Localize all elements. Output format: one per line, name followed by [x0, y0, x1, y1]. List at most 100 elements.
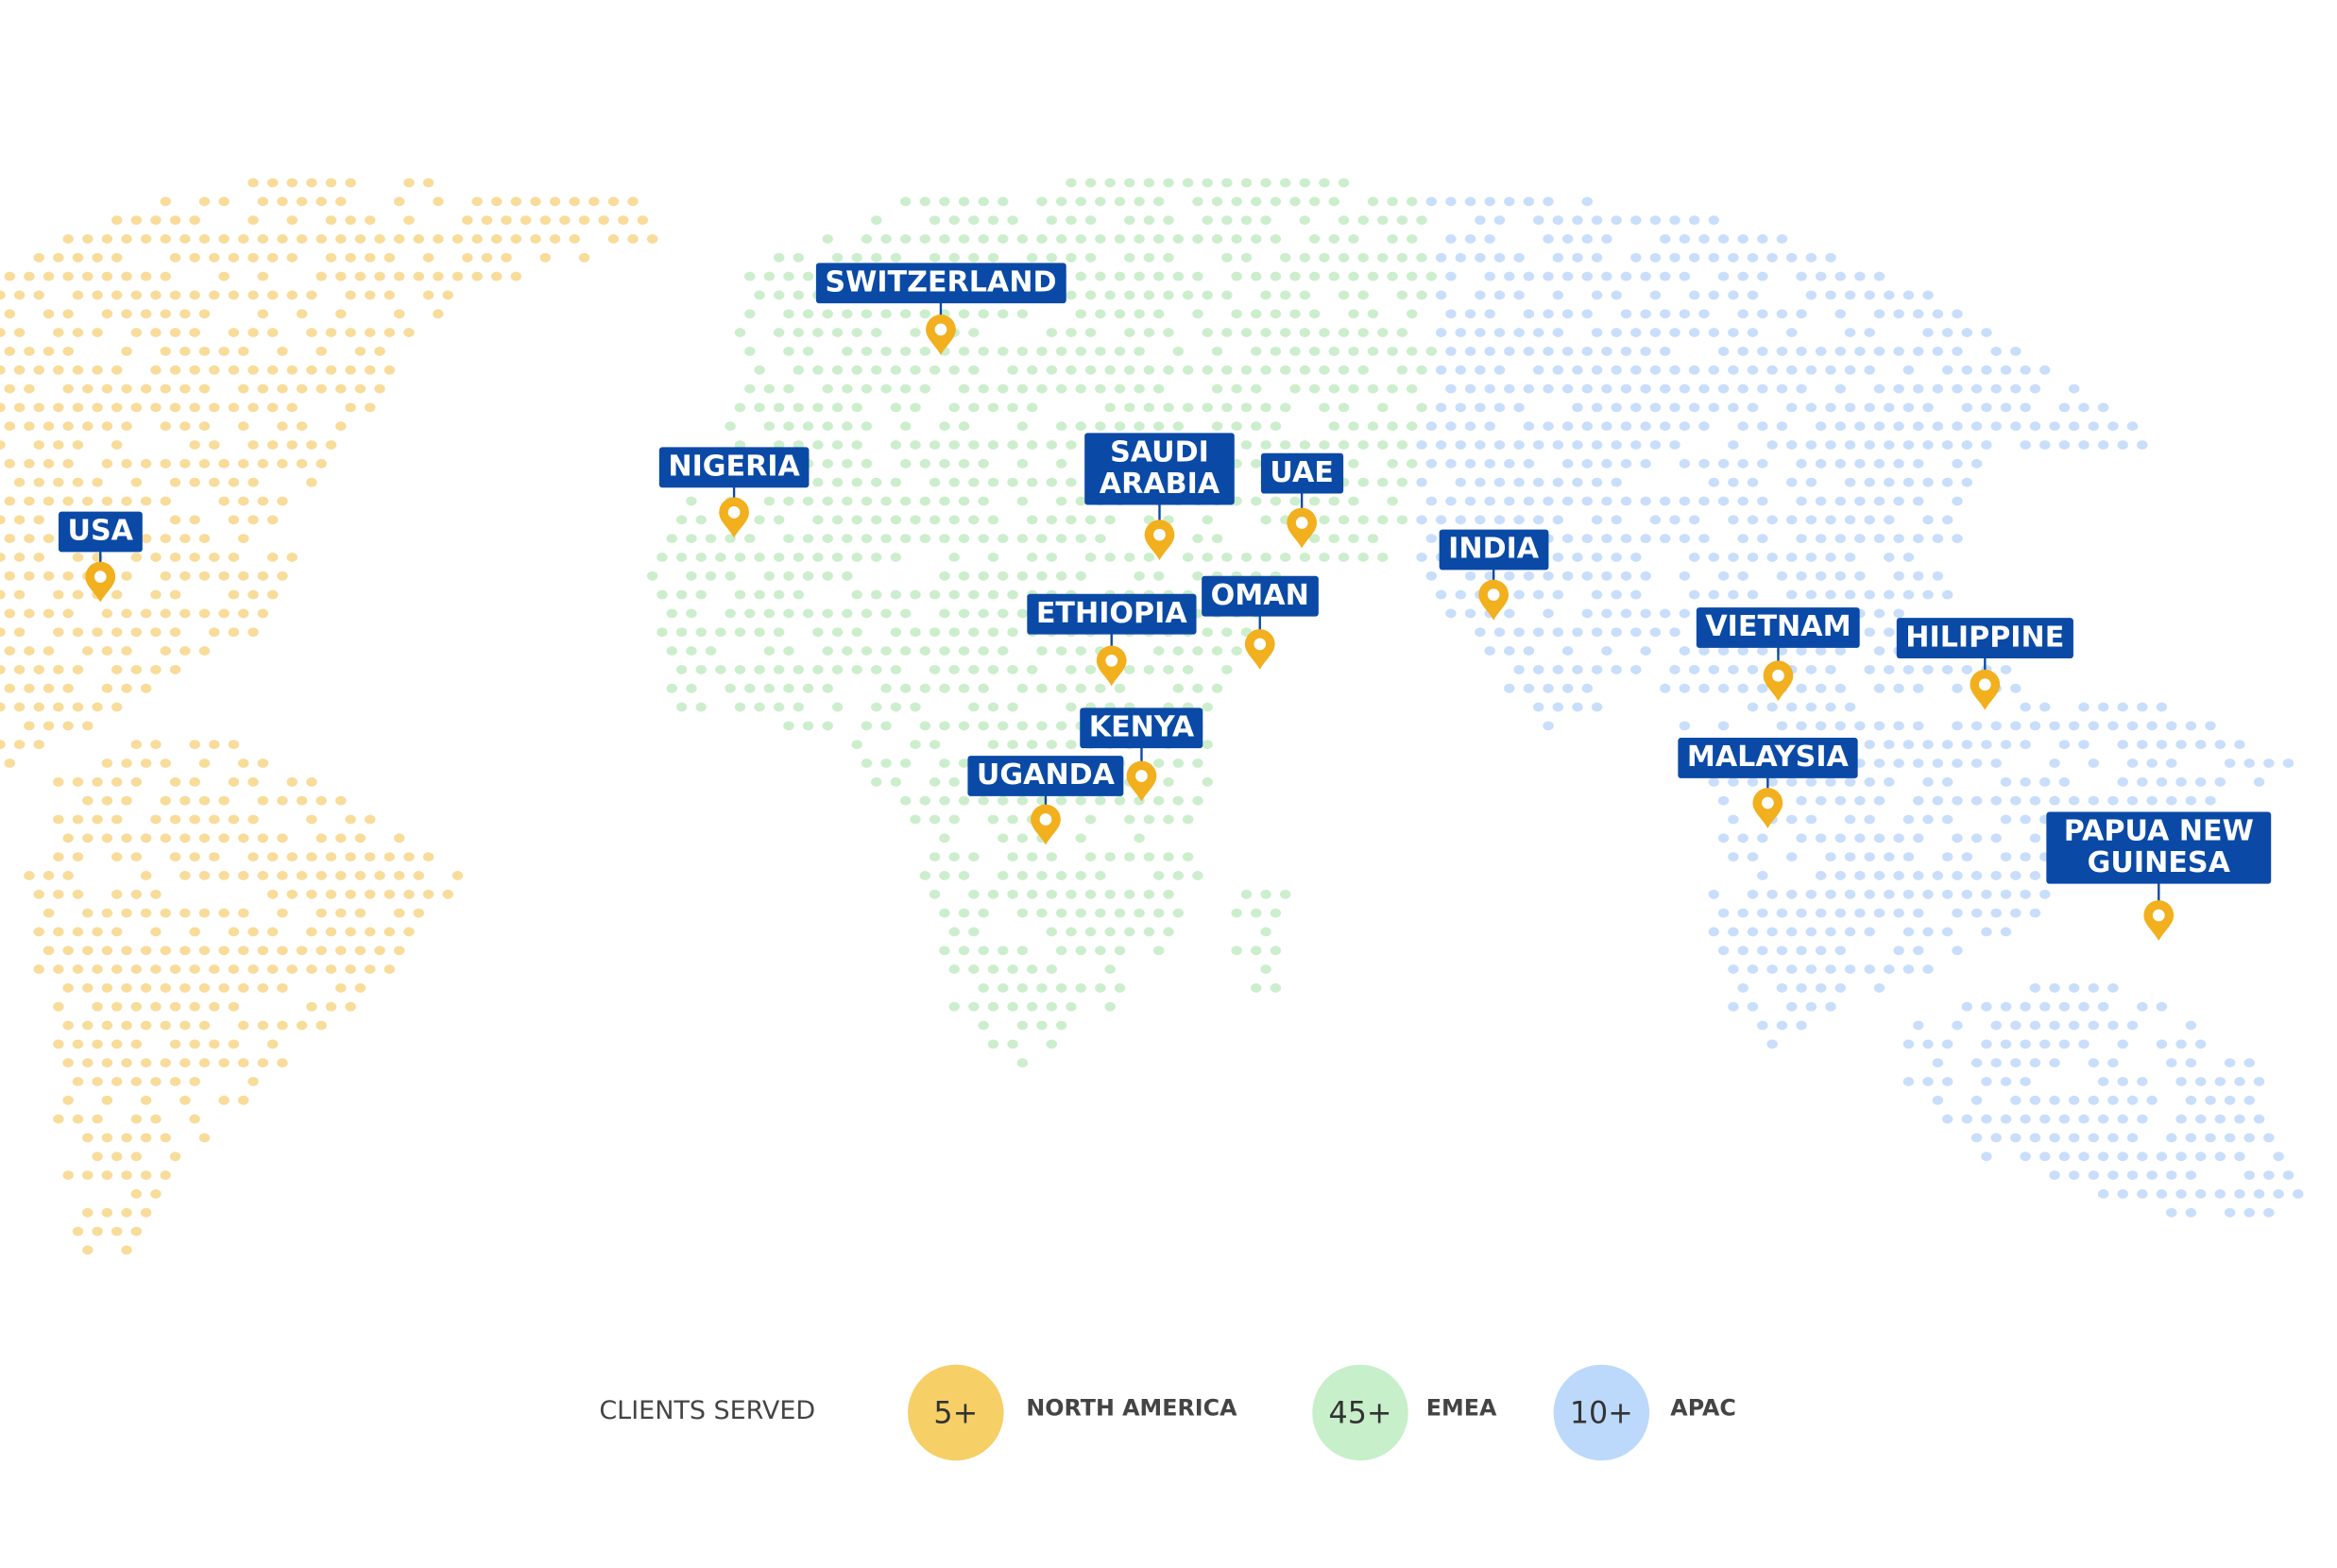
map-dot [2175, 1189, 2187, 1199]
map-dot [812, 664, 824, 674]
map-dot [861, 646, 873, 656]
map-dot [763, 646, 776, 656]
map-dot [2175, 1114, 2187, 1124]
map-dot [2029, 908, 2041, 918]
map-dot [1922, 740, 1934, 750]
map-dot [1961, 477, 1972, 487]
map-dot [209, 440, 220, 450]
map-dot [452, 871, 464, 880]
map-dot [773, 664, 785, 674]
map-dot [1815, 496, 1827, 506]
map-dot [2020, 852, 2031, 862]
map-dot [2156, 1039, 2168, 1049]
map-dot [948, 252, 960, 263]
map-dot [237, 421, 249, 432]
map-dot [82, 234, 94, 244]
map-dot [1192, 758, 1203, 768]
map-dot [1084, 814, 1097, 825]
map-dot [899, 683, 912, 693]
map-dot [1708, 664, 1719, 674]
map-dot [2117, 1077, 2128, 1086]
map-dot [2273, 1151, 2284, 1162]
map-dot [1728, 553, 1739, 562]
map-dot [1805, 927, 1817, 937]
map-dot [1231, 908, 1242, 918]
map-dot [237, 496, 249, 506]
map-dot [365, 290, 376, 300]
map-dot [72, 290, 84, 300]
map-dot [968, 852, 980, 862]
map-dot [978, 982, 989, 993]
map-dot [111, 1151, 123, 1162]
map-dot [2185, 1020, 2197, 1031]
map-dot [237, 383, 249, 394]
map-dot [101, 946, 113, 956]
map-dot [822, 571, 833, 581]
map-dot [948, 627, 960, 638]
map-dot [1932, 1058, 1944, 1068]
map-dot [1825, 776, 1836, 787]
map-dot [160, 496, 171, 506]
map-dot [179, 458, 191, 469]
map-dot [286, 402, 298, 413]
map-dot [1864, 290, 1875, 300]
map-dot [890, 252, 902, 263]
map-dot [33, 477, 44, 487]
map-dot [958, 309, 970, 319]
map-dot [1864, 328, 1875, 337]
map-dot [958, 908, 970, 918]
map-dot [2068, 1170, 2080, 1181]
map-dot [1737, 833, 1748, 844]
map-dot [257, 946, 269, 956]
map-dot [1046, 964, 1058, 974]
map-dot [1747, 252, 1759, 263]
map-dot [325, 178, 337, 188]
map-dot [1407, 421, 1418, 432]
map-dot [1221, 402, 1233, 413]
map-dot [1163, 365, 1174, 375]
map-dot [1055, 496, 1067, 506]
map-dot [53, 852, 64, 862]
map-dot [851, 477, 862, 487]
map-dot [2068, 383, 2080, 394]
map-dot [4, 496, 16, 506]
map-dot [422, 252, 435, 263]
map-dot [33, 440, 44, 450]
map-dot [1952, 946, 1963, 956]
map-dot [948, 589, 960, 600]
map-dot [1143, 852, 1155, 862]
map-dot [1513, 627, 1525, 638]
map-dot [2146, 721, 2158, 731]
map-dot [325, 852, 337, 862]
map-dot [179, 234, 191, 244]
map-dot [1084, 215, 1097, 226]
map-dot [1747, 702, 1759, 712]
map-dot [1902, 852, 1915, 862]
map-dot [910, 740, 921, 750]
map-dot [316, 346, 327, 356]
map-dot [257, 271, 269, 281]
map-dot [209, 814, 220, 825]
map-dot [1192, 196, 1203, 207]
map-dot [277, 946, 288, 956]
map-dot [1084, 852, 1097, 862]
map-dot [1572, 477, 1583, 487]
map-dot [1026, 477, 1038, 487]
map-dot [72, 702, 84, 712]
map-dot [374, 383, 385, 394]
map-dot [2146, 1095, 2158, 1105]
map-dot [1211, 196, 1223, 207]
map-dot [1620, 496, 1632, 506]
map-dot [218, 608, 230, 619]
map-dot [1308, 534, 1321, 544]
map-dot [1620, 421, 1632, 432]
map-dot [1679, 234, 1691, 244]
legend-region: NORTH AMERICA [1026, 1394, 1237, 1423]
map-dot [1231, 646, 1242, 656]
map-dot [82, 908, 94, 918]
map-dot [82, 496, 94, 506]
map-dot [1611, 553, 1622, 562]
map-dot [1728, 402, 1739, 413]
map-dot [1873, 721, 1885, 731]
map-dot [1611, 477, 1622, 487]
